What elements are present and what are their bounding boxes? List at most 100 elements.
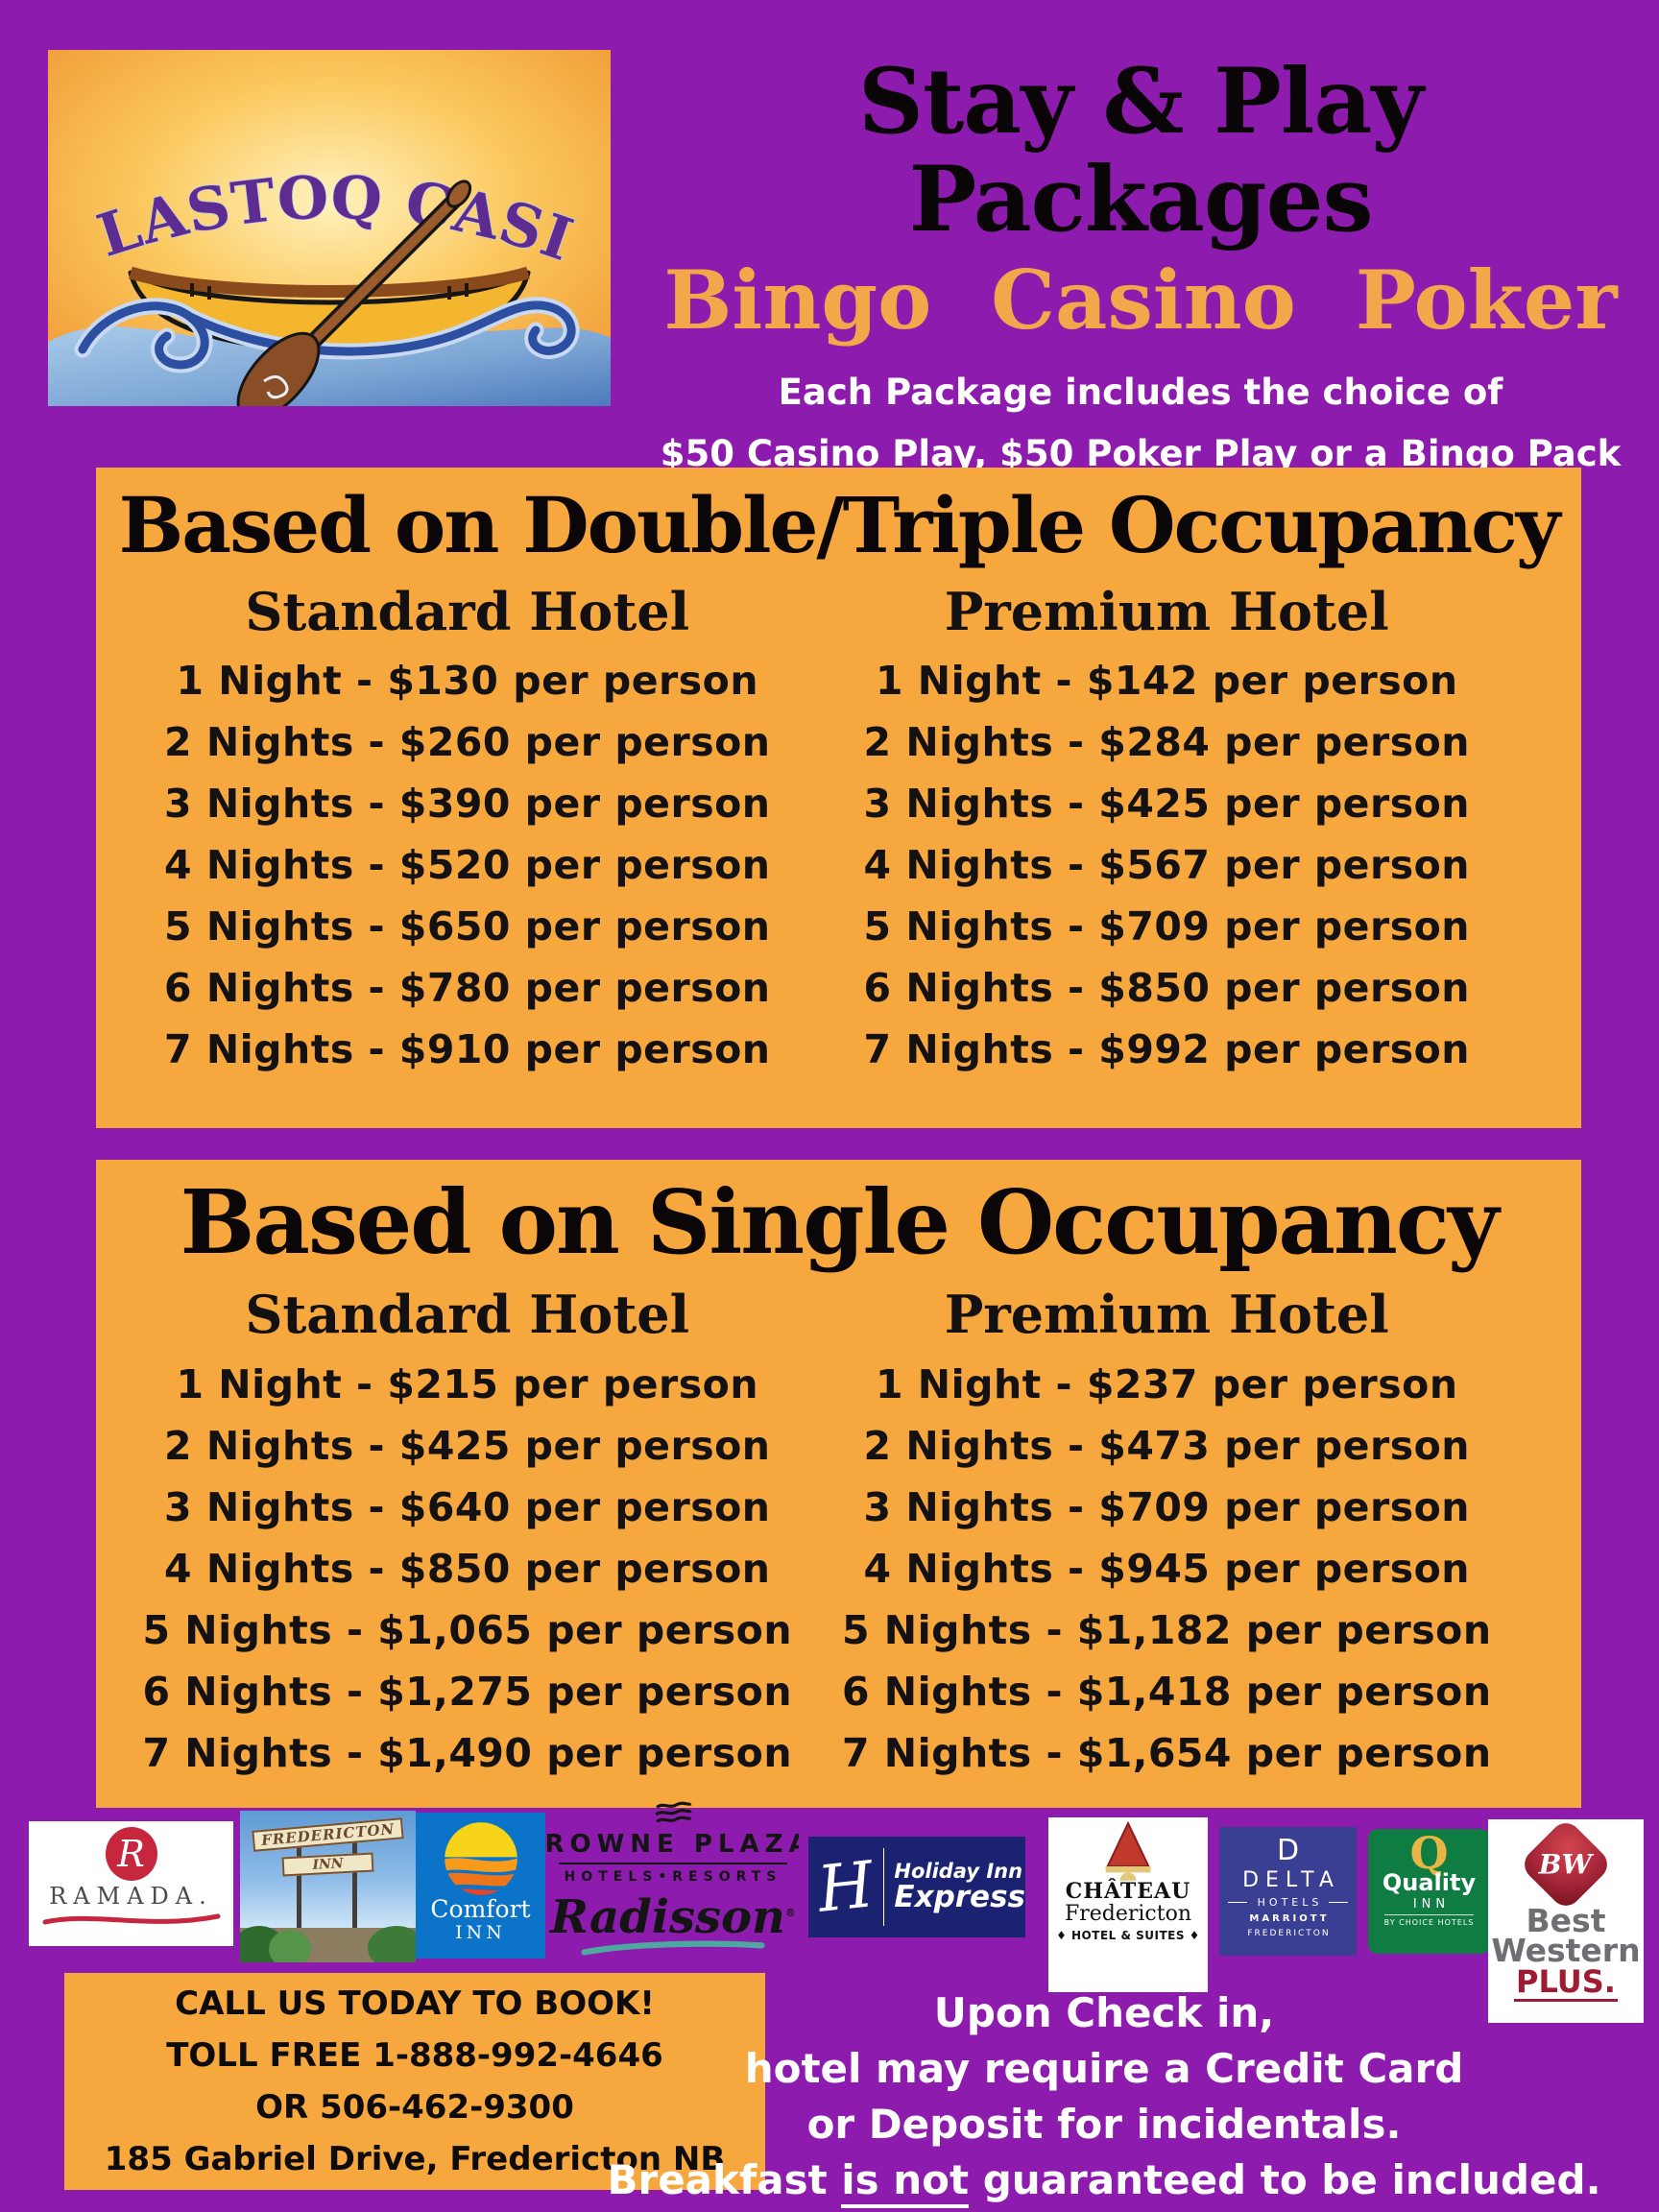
radisson-swash-icon [581, 1940, 765, 1956]
crowne-plaza-wordmark: CROWNE PLAZA® [547, 1830, 799, 1859]
panel-title: Based on Double/Triple Occupancy [118, 480, 1561, 570]
crowne-plaza-radisson-logos: CROWNE PLAZA® HOTELS•RESORTS Radisson® [547, 1801, 799, 1991]
game-type-poker: Poker [1355, 252, 1618, 349]
quality-wordmark: Quality [1382, 1869, 1477, 1896]
column-header-premium: Premium Hotel [944, 1284, 1389, 1346]
price-row: 3 Nights - $709 per person [863, 1483, 1470, 1530]
pricing-columns: Standard Hotel 1 Night - $130 per person… [96, 581, 1581, 1081]
wave-swirl-icon [74, 297, 580, 373]
disclaimer-line: hotel may require a Credit Card [744, 2045, 1464, 2092]
sign-post [352, 1830, 358, 1962]
ramada-swoosh-icon [42, 1913, 220, 1925]
page-title: Stay & Play Packages [857, 49, 1424, 252]
western-wordmark: Western [1491, 1932, 1641, 1970]
hotels-label: HOTELS [1257, 1896, 1323, 1909]
fredericton-wordmark: Fredericton [1064, 1902, 1192, 1927]
plus-wordmark: PLUS. [1514, 1962, 1618, 2002]
delta-d-icon: D [1276, 1834, 1300, 1867]
divider [559, 1863, 787, 1864]
comfort-sun-icon [444, 1822, 517, 1895]
package-description-line: $50 Casino Play, $50 Poker Play or a Bin… [660, 432, 1622, 474]
column-header-standard: Standard Hotel [245, 580, 690, 642]
call-to-book-box: CALL US TODAY TO BOOK! TOLL FREE 1-888-9… [64, 1973, 765, 2190]
toll-free-number: TOLL FREE 1-888-992-4646 [166, 2036, 663, 2075]
best-wordmark: Best [1526, 1902, 1606, 1939]
ramada-wordmark: RAMADA. [49, 1883, 213, 1910]
disclaimer-line: or Deposit for incidentals. [806, 2101, 1402, 2148]
water-shape [48, 326, 611, 406]
disclaimer-line: Upon Check in, [933, 1989, 1275, 2036]
inn-wordmark: INN [1412, 1897, 1451, 1911]
price-row: 5 Nights - $709 per person [863, 903, 1470, 950]
tree [269, 1930, 311, 1962]
quality-inn-logo: Q Quality INN BY CHOICE HOTELS [1368, 1829, 1490, 1954]
price-row: 4 Nights - $850 per person [164, 1545, 771, 1592]
price-row: 3 Nights - $390 per person [164, 781, 771, 828]
column-header-standard: Standard Hotel [245, 1284, 690, 1346]
marriott-label: MARRIOTT [1249, 1913, 1330, 1924]
underlined-is-not: is not [841, 2156, 970, 2208]
price-row: 5 Nights - $1,182 per person [841, 1606, 1492, 1653]
crowne-plaza-waves-icon [655, 1801, 692, 1823]
tree [368, 1926, 416, 1962]
ramada-r-icon: R [105, 1827, 157, 1881]
hotel-suites-label: ♦ HOTEL & SUITES ♦ [1056, 1929, 1200, 1943]
pricing-columns: Standard Hotel 1 Night - $215 per person… [96, 1284, 1581, 1784]
price-row: 4 Nights - $567 per person [863, 842, 1470, 889]
divider [882, 1847, 885, 1927]
panel-title: Based on Single Occupancy [180, 1170, 1500, 1274]
quality-inn-q-icon: Q [1409, 1829, 1449, 1879]
ramada-logo: R RAMADA. [29, 1821, 233, 1946]
price-row: 5 Nights - $1,065 per person [142, 1606, 793, 1653]
price-row: 2 Nights - $473 per person [863, 1422, 1470, 1469]
holiday-inn-wordmark: Holiday Inn [894, 1860, 1023, 1884]
disclaimer: Upon Check in, hotel may require a Credi… [563, 1985, 1646, 2208]
sign-post [296, 1830, 301, 1962]
game-type-casino: Casino [991, 252, 1296, 349]
best-western-plus-logo: BW Best Western PLUS. [1488, 1819, 1644, 2023]
price-row: 4 Nights - $520 per person [164, 842, 771, 889]
delta-wordmark: DELTA [1242, 1868, 1340, 1892]
game-type-bingo: Bingo [663, 252, 932, 349]
paddle-icon [236, 180, 472, 421]
wolastoq-casino-logo-art: WOLASTOQ CASINO [12, 0, 611, 421]
package-description-line: Each Package includes the choice of [778, 372, 1503, 414]
price-row: 1 Night - $215 per person [176, 1360, 759, 1407]
comfort-inn-logo: Comfort INN [416, 1813, 545, 1959]
price-row: 7 Nights - $1,490 per person [142, 1729, 793, 1776]
price-row: 1 Night - $237 per person [875, 1360, 1458, 1407]
price-row: 6 Nights - $850 per person [863, 965, 1470, 1012]
address: 185 Gabriel Drive, Fredericton NB [104, 2140, 726, 2178]
standard-hotel-column: Standard Hotel 1 Night - $215 per person… [96, 1284, 839, 1784]
price-row: 7 Nights - $1,654 per person [841, 1729, 1492, 1776]
chateau-wordmark: CHÂTEAU [1065, 1879, 1191, 1904]
fredericton-sign: FREDERICTON [252, 1817, 404, 1852]
comfort-inn-wordmark: INN [455, 1922, 506, 1944]
chateau-fredericton-logo: CHÂTEAU Fredericton ♦ HOTEL & SUITES ♦ [1048, 1817, 1208, 1992]
price-row: 2 Nights - $260 per person [164, 719, 771, 766]
express-wordmark: Express [894, 1880, 1025, 1915]
fredericton-inn-photo: FREDERICTON INN [240, 1811, 416, 1962]
local-number: OR 506-462-9300 [255, 2088, 574, 2127]
disclaimer-line-breakfast: Breakfast is not guaranteed to be includ… [563, 2152, 1646, 2208]
column-header-premium: Premium Hotel [944, 580, 1389, 642]
price-row: 3 Nights - $425 per person [863, 781, 1470, 828]
bw-diamond-icon: BW [1518, 1819, 1614, 1912]
by-choice-hotels-label: BY CHOICE HOTELS [1383, 1914, 1475, 1927]
price-row: 7 Nights - $910 per person [164, 1026, 771, 1073]
crowne-plaza-subtitle: HOTELS•RESORTS [564, 1869, 782, 1885]
wolastoq-casino-logo: WOLASTOQ CASINO [12, 0, 611, 421]
standard-hotel-column: Standard Hotel 1 Night - $130 per person… [96, 581, 839, 1081]
holiday-inn-h-icon: H [814, 1846, 878, 1927]
comfort-wordmark: Comfort [430, 1895, 531, 1923]
holiday-inn-express-logo: H Holiday Inn Express [808, 1837, 1025, 1937]
premium-hotel-column: Premium Hotel 1 Night - $142 per person … [796, 581, 1539, 1081]
call-heading: CALL US TODAY TO BOOK! [175, 1984, 655, 2023]
price-row: 6 Nights - $780 per person [164, 965, 771, 1012]
price-row: 2 Nights - $284 per person [863, 719, 1470, 766]
pricing-panel-double-triple: Based on Double/Triple Occupancy Standar… [96, 468, 1581, 1128]
pricing-panel-single: Based on Single Occupancy Standard Hotel… [96, 1160, 1581, 1808]
price-row: 5 Nights - $650 per person [164, 903, 771, 950]
price-row: 3 Nights - $640 per person [164, 1483, 771, 1530]
